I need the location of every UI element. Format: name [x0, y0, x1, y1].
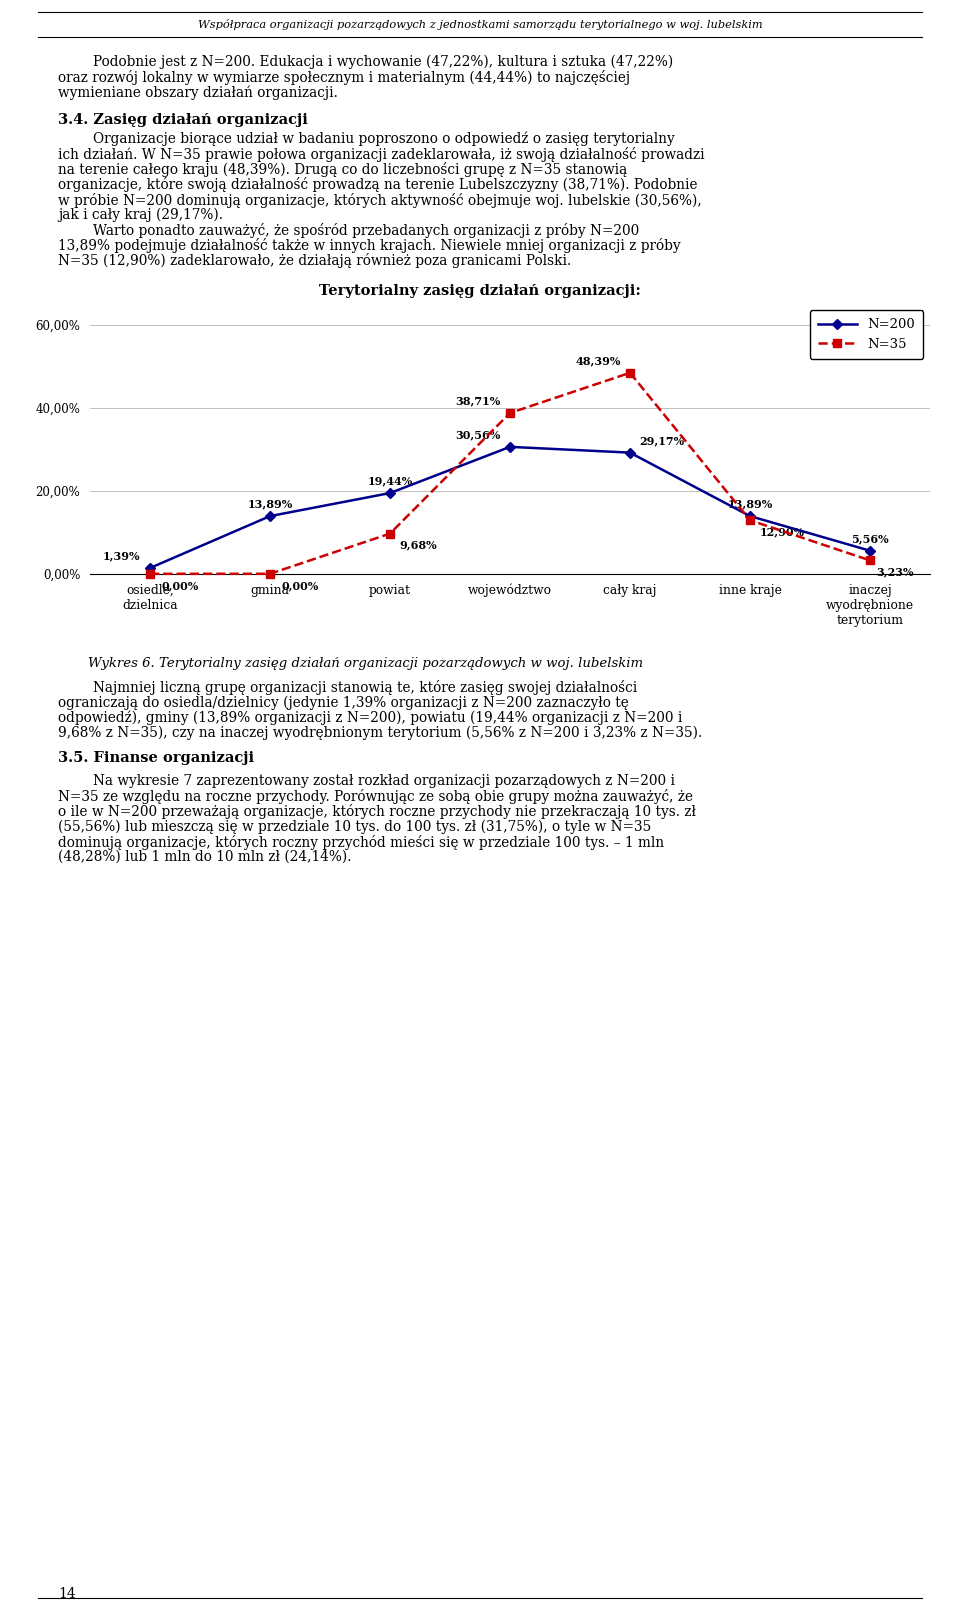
- Text: odpowiedź), gminy (13,89% organizacji z N=200), powiatu (19,44% organizacji z N=: odpowiedź), gminy (13,89% organizacji z …: [58, 710, 683, 724]
- Text: N=35 (12,90%) zadeklarowało, że działają również poza granicami Polski.: N=35 (12,90%) zadeklarowało, że działają…: [58, 253, 571, 268]
- Text: 9,68%: 9,68%: [399, 540, 437, 550]
- Text: 12,90%: 12,90%: [759, 526, 804, 537]
- Text: Wykres 6. Terytorialny zasięg działań organizacji pozarządowych w woj. lubelskim: Wykres 6. Terytorialny zasięg działań or…: [88, 656, 643, 669]
- Text: 0,00%: 0,00%: [162, 581, 200, 590]
- Text: 48,39%: 48,39%: [575, 355, 620, 366]
- Text: oraz rozwój lokalny w wymiarze społecznym i materialnym (44,44%) to najczęściej: oraz rozwój lokalny w wymiarze społeczny…: [58, 71, 630, 85]
- Text: 0,00%: 0,00%: [282, 581, 320, 590]
- Text: 30,56%: 30,56%: [455, 429, 500, 440]
- Text: Organizacje biorące udział w badaniu poproszono o odpowiedź o zasięg terytorialn: Organizacje biorące udział w badaniu pop…: [58, 132, 675, 147]
- Text: 13,89%: 13,89%: [728, 498, 773, 510]
- Text: organizacje, które swoją działalność prowadzą na terenie Lubelszczyzny (38,71%).: organizacje, które swoją działalność pro…: [58, 177, 698, 192]
- Text: 3,23%: 3,23%: [876, 566, 914, 577]
- Text: Warto ponadto zauważyć, że spośród przebadanych organizacji z próby N=200: Warto ponadto zauważyć, że spośród przeb…: [58, 223, 639, 239]
- Text: ograniczają do osiedla/dzielnicy (jedynie 1,39% organizacji z N=200 zaznaczyło t: ograniczają do osiedla/dzielnicy (jedyni…: [58, 695, 629, 710]
- Text: jak i cały kraj (29,17%).: jak i cały kraj (29,17%).: [58, 208, 223, 223]
- Text: 13,89% podejmuje działalność także w innych krajach. Niewiele mniej organizacji : 13,89% podejmuje działalność także w inn…: [58, 239, 681, 253]
- Text: 38,71%: 38,71%: [455, 395, 500, 406]
- Text: (55,56%) lub mieszczą się w przedziale 10 tys. do 100 tys. zł (31,75%), o tyle w: (55,56%) lub mieszczą się w przedziale 1…: [58, 819, 651, 834]
- Text: 1,39%: 1,39%: [103, 550, 140, 561]
- Text: Najmniej liczną grupę organizacji stanowią te, które zasięg swojej działalności: Najmniej liczną grupę organizacji stanow…: [58, 681, 637, 695]
- Text: Na wykresie 7 zaprezentowany został rozkład organizacji pozarządowych z N=200 i: Na wykresie 7 zaprezentowany został rozk…: [58, 774, 675, 789]
- Legend: N=200, N=35: N=200, N=35: [809, 310, 924, 358]
- Text: 3.5. Finanse organizacji: 3.5. Finanse organizacji: [58, 750, 254, 765]
- Text: na terenie całego kraju (48,39%). Drugą co do liczebności grupę z N=35 stanowią: na terenie całego kraju (48,39%). Drugą …: [58, 163, 627, 177]
- Text: 29,17%: 29,17%: [639, 436, 684, 447]
- Text: 5,56%: 5,56%: [852, 534, 889, 545]
- Text: 14: 14: [58, 1587, 76, 1602]
- Text: o ile w N=200 przeważają organizacje, których roczne przychody nie przekraczają : o ile w N=200 przeważają organizacje, kt…: [58, 805, 696, 819]
- Text: wymieniane obszary działań organizacji.: wymieniane obszary działań organizacji.: [58, 85, 338, 100]
- Text: 13,89%: 13,89%: [248, 498, 293, 510]
- Text: 19,44%: 19,44%: [368, 476, 413, 487]
- Text: Podobnie jest z N=200. Edukacja i wychowanie (47,22%), kultura i sztuka (47,22%): Podobnie jest z N=200. Edukacja i wychow…: [58, 55, 673, 69]
- Text: (48,28%) lub 1 mln do 10 mln zł (24,14%).: (48,28%) lub 1 mln do 10 mln zł (24,14%)…: [58, 850, 351, 865]
- Text: ich działań. W N=35 prawie połowa organizacji zadeklarowała, iż swoją działalnoś: ich działań. W N=35 prawie połowa organi…: [58, 147, 705, 161]
- Text: Współpraca organizacji pozarządowych z jednostkami samorządu terytorialnego w wo: Współpraca organizacji pozarządowych z j…: [198, 18, 762, 29]
- Text: N=35 ze względu na roczne przychody. Porównując ze sobą obie grupy można zauważy: N=35 ze względu na roczne przychody. Por…: [58, 789, 693, 805]
- Text: 9,68% z N=35), czy na inaczej wyodrębnionym terytorium (5,56% z N=200 i 3,23% z : 9,68% z N=35), czy na inaczej wyodrębnio…: [58, 726, 703, 740]
- Text: w próbie N=200 dominują organizacje, których aktywność obejmuje woj. lubelskie (: w próbie N=200 dominują organizacje, któ…: [58, 192, 702, 208]
- Text: 3.4. Zasięg działań organizacji: 3.4. Zasięg działań organizacji: [58, 113, 308, 126]
- Text: Terytorialny zasięg działań organizacji:: Terytorialny zasięg działań organizacji:: [319, 284, 641, 298]
- Text: dominują organizacje, których roczny przychód mieści się w przedziale 100 tys. –: dominują organizacje, których roczny prz…: [58, 836, 664, 850]
